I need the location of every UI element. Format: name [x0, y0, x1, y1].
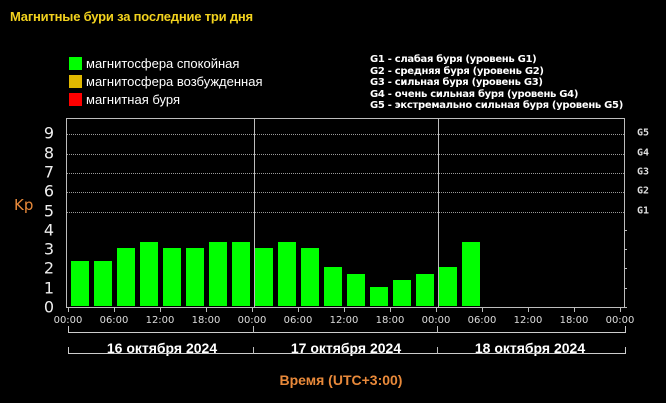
- swatch-red-icon: [69, 92, 82, 106]
- x-tick-label: 06:00: [99, 315, 129, 326]
- right-tick: [624, 268, 627, 270]
- g-tick-label: G3: [637, 166, 650, 178]
- kp-bar: [324, 267, 342, 306]
- g-legend-line: G2 - средняя буря (уровень G2): [370, 65, 544, 77]
- legend-item-active: магнитосфера возбужденная: [69, 72, 263, 90]
- x-tick-label: 18:00: [375, 315, 405, 326]
- x-tick-label: 00:00: [237, 315, 267, 326]
- gridline: [67, 211, 624, 213]
- x-tick-label: 18:00: [559, 315, 589, 326]
- x-tick-label: 12:00: [145, 315, 175, 326]
- gridline: [67, 153, 624, 155]
- legend-item-quiet: магнитосфера спокойная: [69, 54, 263, 72]
- x-tick: [620, 308, 621, 312]
- kp-bar: [393, 280, 411, 306]
- kp-bar: [209, 242, 227, 306]
- day-divider: [438, 119, 439, 307]
- g-scale-legend: G1 - слабая буря (уровень G1) G2 - средн…: [370, 54, 623, 112]
- swatch-green-icon: [69, 56, 82, 70]
- y-tick-label: 9: [43, 123, 54, 143]
- right-tick: [624, 229, 627, 231]
- kp-bar: [232, 242, 250, 306]
- x-tick: [68, 308, 69, 312]
- x-tick: [206, 308, 207, 312]
- x-tick: [114, 308, 115, 312]
- g-legend-line: G3 - сильная буря (уровень G3): [370, 77, 543, 88]
- kp-bar: [255, 248, 273, 306]
- bracket-divider: [437, 326, 438, 333]
- x-tick-label: 12:00: [513, 315, 543, 326]
- g-legend-line: G4 - очень сильная буря (уровень G4): [370, 88, 579, 100]
- g-tick-label: G4: [637, 147, 650, 159]
- swatch-yellow-icon: [69, 74, 82, 88]
- x-tick-label: 06:00: [467, 315, 497, 326]
- y-tick-label: 4: [43, 220, 54, 240]
- x-tick: [252, 308, 253, 312]
- g-tick-label: G1: [637, 205, 650, 216]
- g-tick-label: G5: [637, 127, 650, 139]
- y-tick-label: 7: [43, 162, 54, 182]
- x-tick-label: 00:00: [605, 315, 635, 326]
- day-label: 17 октября 2024: [290, 340, 402, 356]
- kp-bar: [370, 287, 388, 306]
- status-legend: магнитосфера спокойная магнитосфера возб…: [69, 54, 263, 108]
- kp-bar: [416, 274, 434, 306]
- kp-bar: [301, 248, 319, 306]
- bracket-divider: [253, 326, 254, 333]
- right-tick: [624, 307, 627, 308]
- x-tick-label: 00:00: [421, 315, 451, 326]
- day-label: 16 октября 2024: [106, 340, 218, 356]
- kp-bar: [117, 248, 135, 306]
- y-tick-label: 5: [43, 201, 54, 220]
- g-tick-label: G2: [637, 185, 650, 197]
- day-divider: [254, 119, 255, 307]
- date-bracket-top: [68, 326, 626, 333]
- bracket-divider: [437, 347, 438, 354]
- bracket-divider: [253, 347, 254, 354]
- x-tick: [344, 308, 345, 312]
- kp-bar: [94, 261, 112, 306]
- chart-title: Магнитные бури за последние три дня: [10, 9, 253, 24]
- y-tick-label: 8: [43, 143, 54, 163]
- kp-bar: [71, 261, 89, 306]
- right-tick: [624, 249, 627, 251]
- g-legend-line: G1 - слабая буря (уровень G1): [370, 54, 537, 65]
- y-tick-label: 6: [43, 181, 54, 201]
- x-tick: [574, 308, 575, 312]
- kp-bar: [278, 242, 296, 306]
- kp-bar: [140, 242, 158, 306]
- g-legend-line: G5 - экстремально сильная буря (уровень …: [370, 100, 623, 111]
- kp-bar: [347, 274, 365, 306]
- x-tick: [482, 308, 483, 312]
- gridline: [67, 134, 624, 136]
- kp-bar: [163, 248, 181, 306]
- y-tick-label: 0: [43, 297, 54, 317]
- kp-bar: [439, 267, 457, 306]
- x-tick-label: 06:00: [283, 315, 313, 326]
- gridline: [67, 192, 624, 194]
- gridline: [67, 172, 624, 174]
- x-tick-label: 18:00: [191, 315, 221, 326]
- date-bracket-bottom: [68, 347, 626, 354]
- kp-bar: [186, 248, 204, 306]
- x-tick: [390, 308, 391, 312]
- x-tick: [160, 308, 161, 312]
- x-tick-label: 12:00: [329, 315, 359, 326]
- plot-area: [66, 118, 625, 308]
- x-tick: [436, 308, 437, 312]
- kp-bar: [462, 242, 480, 306]
- day-label: 18 октября 2024: [474, 340, 586, 356]
- y-tick-label: 2: [43, 258, 54, 278]
- x-axis-label: Время (UTC+3:00): [279, 372, 403, 388]
- x-tick: [528, 308, 529, 312]
- y-tick-label: 3: [43, 239, 54, 259]
- y-axis-label: Kp: [14, 196, 34, 214]
- x-tick-label: 00:00: [53, 315, 83, 326]
- right-tick: [624, 287, 627, 289]
- legend-item-storm: магнитная буря: [69, 90, 263, 108]
- y-tick-label: 1: [43, 278, 54, 298]
- x-tick: [298, 308, 299, 312]
